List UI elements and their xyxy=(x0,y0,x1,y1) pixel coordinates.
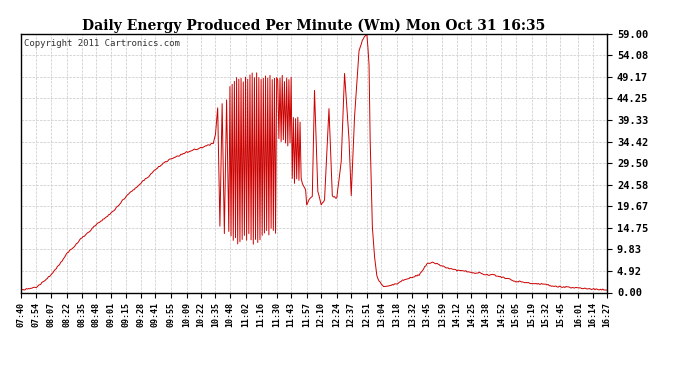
Text: Copyright 2011 Cartronics.com: Copyright 2011 Cartronics.com xyxy=(23,39,179,48)
Title: Daily Energy Produced Per Minute (Wm) Mon Oct 31 16:35: Daily Energy Produced Per Minute (Wm) Mo… xyxy=(82,18,546,33)
